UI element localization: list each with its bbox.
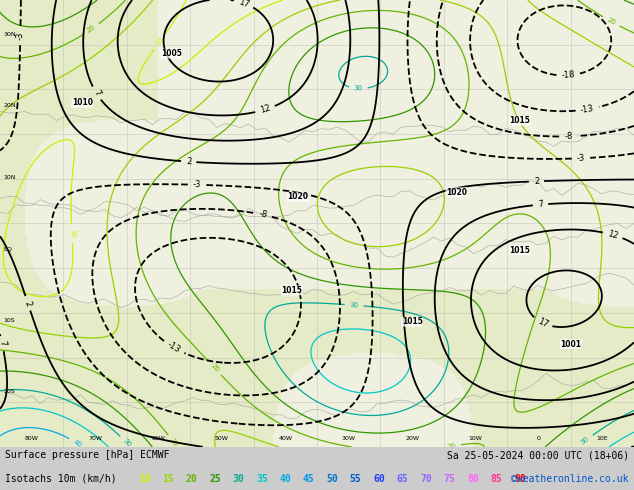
Text: 10E: 10E: [597, 436, 608, 441]
Text: 2: 2: [534, 177, 540, 186]
Text: 10: 10: [69, 229, 75, 238]
Text: 10W: 10W: [469, 436, 482, 441]
Text: 1015: 1015: [402, 317, 422, 326]
Text: EQ: EQ: [3, 246, 12, 251]
Text: 60: 60: [373, 474, 385, 484]
Text: 1020: 1020: [287, 192, 309, 201]
Text: 2: 2: [186, 157, 191, 166]
Text: 75: 75: [444, 474, 455, 484]
Text: 10: 10: [139, 474, 150, 484]
Text: 1001: 1001: [560, 340, 581, 348]
Text: 15: 15: [162, 474, 174, 484]
Text: 30N: 30N: [3, 32, 16, 37]
Text: 20W: 20W: [405, 436, 419, 441]
Text: 7: 7: [91, 89, 102, 98]
Text: ©weatheronline.co.uk: ©weatheronline.co.uk: [512, 474, 629, 484]
Text: 35: 35: [256, 474, 268, 484]
Text: 1010: 1010: [72, 98, 93, 107]
Text: 12: 12: [259, 103, 271, 115]
Text: Sa 25-05-2024 00:00 UTC (18+06): Sa 25-05-2024 00:00 UTC (18+06): [447, 450, 629, 460]
Text: 7: 7: [0, 340, 7, 347]
Text: 65: 65: [397, 474, 408, 484]
Text: 0: 0: [537, 436, 541, 441]
Text: 20: 20: [186, 474, 197, 484]
Text: 70W: 70W: [88, 436, 102, 441]
Text: 45: 45: [303, 474, 314, 484]
Text: 1020: 1020: [446, 188, 467, 196]
Text: 70: 70: [420, 474, 432, 484]
Text: 20: 20: [606, 17, 617, 26]
Text: 50: 50: [327, 474, 338, 484]
Text: 10N: 10N: [3, 175, 16, 180]
Text: 40: 40: [72, 439, 82, 448]
Text: 20: 20: [447, 442, 456, 449]
Text: 30: 30: [354, 85, 363, 92]
Text: 12: 12: [607, 229, 619, 241]
Text: -13: -13: [580, 104, 595, 115]
Text: 2: 2: [23, 299, 33, 307]
Text: 30: 30: [122, 438, 133, 449]
Text: 55: 55: [350, 474, 361, 484]
Text: 10S: 10S: [3, 318, 15, 323]
Text: 85: 85: [491, 474, 502, 484]
Text: -8: -8: [564, 132, 573, 141]
Text: 25: 25: [209, 474, 221, 484]
Text: 30: 30: [580, 436, 591, 446]
Text: 20S: 20S: [3, 389, 15, 394]
Text: 20: 20: [209, 363, 220, 373]
Text: -18: -18: [561, 71, 576, 80]
Text: 10: 10: [155, 36, 165, 47]
Text: 17: 17: [237, 0, 250, 9]
Text: 90: 90: [514, 474, 526, 484]
Text: Isotachs 10m (km/h): Isotachs 10m (km/h): [5, 474, 117, 484]
Text: 17: 17: [536, 317, 550, 329]
Text: 1015: 1015: [510, 246, 530, 255]
Text: 40W: 40W: [278, 436, 292, 441]
Text: 30: 30: [233, 474, 244, 484]
Text: -3: -3: [576, 153, 585, 163]
Text: -3: -3: [193, 180, 202, 189]
Text: 1005: 1005: [161, 49, 181, 58]
Text: 7: 7: [538, 200, 543, 209]
Text: 30W: 30W: [342, 436, 356, 441]
Text: 80W: 80W: [25, 436, 39, 441]
Text: 1015: 1015: [510, 116, 530, 125]
Text: 20: 20: [86, 24, 96, 34]
Text: 1015: 1015: [281, 286, 302, 295]
Text: 40: 40: [280, 474, 291, 484]
Text: -3: -3: [16, 32, 25, 40]
Text: 50W: 50W: [215, 436, 229, 441]
Text: 60W: 60W: [152, 436, 165, 441]
Text: 30: 30: [349, 302, 359, 309]
Text: -8: -8: [258, 209, 268, 220]
Text: 20N: 20N: [3, 103, 16, 108]
Text: Surface pressure [hPa] ECMWF: Surface pressure [hPa] ECMWF: [5, 450, 169, 460]
Text: -13: -13: [165, 340, 182, 355]
Text: 20: 20: [169, 437, 179, 448]
Text: 80: 80: [467, 474, 479, 484]
